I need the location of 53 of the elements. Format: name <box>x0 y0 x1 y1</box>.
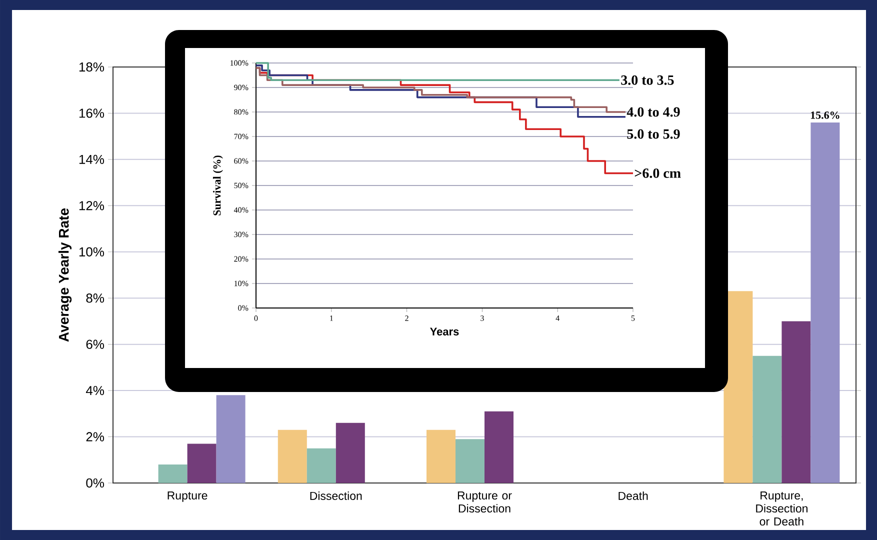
x-tick-label: 5 <box>631 316 635 321</box>
x-tick-label: 0 <box>254 316 258 321</box>
y-tick-label: 16% <box>79 108 104 118</box>
y-tick-label: 6% <box>86 340 104 349</box>
bar <box>456 439 484 483</box>
y-tick-label: 4% <box>86 386 104 396</box>
series-label: 4.0 to 4.9 <box>626 107 680 117</box>
y-tick-label: 10% <box>234 280 248 286</box>
y-tick-label: 12% <box>79 201 104 210</box>
y-tick-label: 50% <box>234 182 248 188</box>
y-tick-label: 18% <box>79 62 104 72</box>
x-tick-label: 2 <box>405 316 408 321</box>
x-tick-label: 3 <box>480 316 484 321</box>
bar <box>752 356 782 483</box>
bar <box>484 411 514 483</box>
bar <box>158 464 188 483</box>
series-label: >6.0 cm <box>634 168 681 178</box>
x-tick-label: Rupture or Dissection <box>458 492 512 513</box>
bar <box>810 122 840 483</box>
y-tick-label: 40% <box>234 207 248 213</box>
y-axis-title: Average Yearly Rate <box>58 208 72 342</box>
y-tick-label: 2% <box>86 432 104 442</box>
y-tick-label: 80% <box>234 109 248 115</box>
x-tick-label: Rupture <box>168 492 208 502</box>
bar <box>724 291 753 483</box>
series-label: 5.0 to 5.9 <box>627 129 680 139</box>
y-tick-label: 60% <box>234 158 248 164</box>
y-tick-label: 14% <box>79 154 104 164</box>
y-tick-label: 0% <box>86 478 104 488</box>
y-tick-label: 100% <box>230 60 248 66</box>
bar <box>187 444 216 483</box>
y-tick-label: 10% <box>79 247 104 256</box>
bar <box>426 430 456 483</box>
bar <box>216 395 246 483</box>
bar <box>336 422 365 483</box>
y-tick-label: 0% <box>238 305 248 311</box>
y-tick-label: 90% <box>234 84 248 90</box>
x-tick-label: Rupture, Dissection or Death <box>756 492 808 526</box>
x-tick-label: Death <box>618 492 648 500</box>
y-tick-label: 20% <box>234 256 248 262</box>
y-tick-label: 30% <box>234 232 248 238</box>
bar <box>782 321 811 483</box>
y-tick-label: 70% <box>234 134 248 140</box>
bar <box>278 430 307 483</box>
data-label: 15.6% <box>810 111 840 119</box>
series-label: 3.0 to 3.5 <box>621 75 674 85</box>
x-tick-label: 4 <box>556 316 560 321</box>
x-tick-label: Dissection <box>310 492 362 500</box>
bar <box>306 448 336 483</box>
y-axis-title: Survival (%) <box>212 156 223 216</box>
y-tick-label: 8% <box>86 293 104 303</box>
x-axis-title: Years <box>430 328 459 336</box>
x-tick-label: 1 <box>330 316 333 321</box>
